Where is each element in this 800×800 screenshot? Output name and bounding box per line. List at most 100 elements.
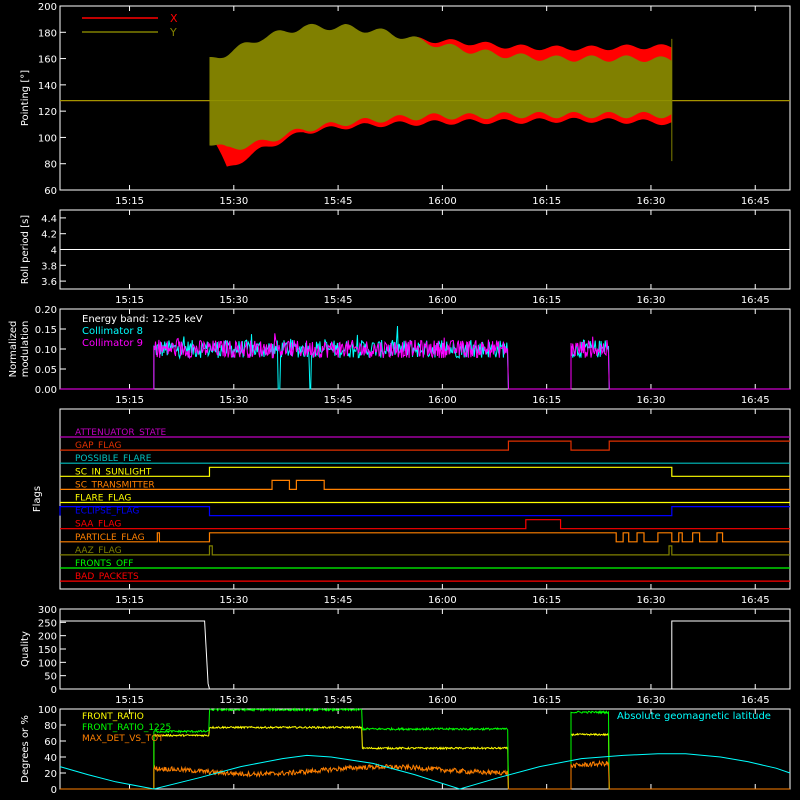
legend-energy-band: Energy band: 12-25 keV <box>82 314 203 325</box>
flag-label-saa-flag: SAA_FLAG <box>75 520 121 530</box>
legend-max-det-vs-tot: MAX_DET_VS_TOT <box>82 734 164 744</box>
flag-label-gap-flag: GAP_FLAG <box>75 441 121 451</box>
series-band-y <box>209 23 672 150</box>
flag-line-eclipse-flag <box>59 506 790 517</box>
y-tick-label: 3.6 <box>41 277 57 288</box>
y-axis-label: Degrees or % <box>20 715 31 783</box>
ratio-line-max-det-vs-tot <box>60 759 790 790</box>
x-tick-label: 15:15 <box>115 295 144 306</box>
y-tick-label: 4.4 <box>41 214 57 225</box>
x-tick-label: 15:45 <box>324 395 353 406</box>
flag-label-fronts-off: FRONTS_OFF <box>75 559 133 569</box>
y-tick-label: 100 <box>38 133 57 144</box>
x-tick-label: 16:45 <box>741 196 770 207</box>
flag-line-sc-in-sunlight <box>60 466 790 477</box>
legend-collimator-9: Collimator 9 <box>82 338 143 349</box>
plot-frame <box>59 708 791 790</box>
ratio-line-front-ratio <box>60 725 790 790</box>
x-tick-label: 15:30 <box>219 395 248 406</box>
legend-front-ratio-1225: FRONT_RATIO_1225 <box>82 723 171 733</box>
y-tick-label: 0.10 <box>35 345 57 356</box>
y-tick-label: 80 <box>44 721 57 732</box>
y-tick-label: 0 <box>51 685 57 696</box>
y-tick-label: 0.05 <box>35 365 57 376</box>
y-tick-label: 40 <box>44 753 57 764</box>
quality-line <box>60 620 790 690</box>
y-tick-label: 300 <box>38 605 57 616</box>
y-axis-label: Flags <box>32 486 43 512</box>
modulation-line-collimator-8 <box>60 325 790 390</box>
x-tick-label: 16:30 <box>637 595 666 606</box>
y-tick-label: 0.15 <box>35 325 57 336</box>
y-tick-label: 0.20 <box>35 305 57 316</box>
x-tick-label: 16:00 <box>428 595 457 606</box>
y-tick-label: 80 <box>44 160 57 171</box>
y-tick-label: 60 <box>44 186 57 197</box>
x-tick-label: 16:45 <box>741 695 770 706</box>
flag-label-eclipse-flag: ECLIPSE_FLAG <box>75 507 139 517</box>
x-tick-label: 16:30 <box>637 196 666 207</box>
x-tick-label: 15:30 <box>219 595 248 606</box>
y-axis-label: Quality <box>20 631 31 667</box>
y-tick-label: 100 <box>38 658 57 669</box>
x-tick-label: 15:15 <box>115 196 144 207</box>
flag-line-aaz-flag <box>60 545 790 556</box>
y-tick-label: 4 <box>51 246 57 257</box>
y-tick-label: 120 <box>38 107 57 118</box>
flag-label-sc-transmitter: SC_TRANSMITTER <box>75 480 155 490</box>
y-tick-label: 4.2 <box>41 230 57 241</box>
x-tick-label: 16:00 <box>428 196 457 207</box>
y-tick-label: 150 <box>38 645 57 656</box>
flag-label-bad-packets: BAD_PACKETS <box>75 572 139 582</box>
legend-collimator-8: Collimator 8 <box>82 326 143 337</box>
y-tick-label: 140 <box>38 81 57 92</box>
x-tick-label: 15:30 <box>219 196 248 207</box>
x-tick-label: 15:45 <box>324 295 353 306</box>
y-tick-label: 3.8 <box>41 261 57 272</box>
legend-label-y: Y <box>169 26 177 39</box>
y-tick-label: 180 <box>38 28 57 39</box>
flag-label-flare-flag: FLARE_FLAG <box>75 494 131 504</box>
x-tick-label: 16:30 <box>637 295 666 306</box>
x-tick-label: 16:15 <box>532 595 561 606</box>
x-tick-label: 16:00 <box>428 295 457 306</box>
x-tick-label: 16:00 <box>428 695 457 706</box>
x-tick-label: 16:15 <box>532 695 561 706</box>
legend-label-x: X <box>170 12 178 25</box>
x-tick-label: 15:15 <box>115 695 144 706</box>
x-tick-label: 15:45 <box>324 595 353 606</box>
y-tick-label: 20 <box>44 769 57 780</box>
geomagnetic-latitude-line <box>59 753 791 790</box>
x-tick-label: 15:15 <box>115 395 144 406</box>
y-axis-label: Roll period [s] <box>20 215 31 284</box>
x-tick-label: 16:15 <box>532 395 561 406</box>
flag-label-aaz-flag: AAZ_FLAG <box>75 546 122 556</box>
y-tick-label: 50 <box>44 672 57 683</box>
y-axis-label: modulation <box>20 321 31 378</box>
x-tick-label: 16:30 <box>637 395 666 406</box>
x-tick-label: 16:15 <box>532 295 561 306</box>
y-tick-label: 60 <box>44 737 57 748</box>
flag-label-particle-flag: PARTICLE_FLAG <box>75 533 145 543</box>
x-tick-label: 16:45 <box>741 595 770 606</box>
x-tick-label: 15:45 <box>324 196 353 207</box>
x-tick-label: 15:15 <box>115 595 144 606</box>
y-axis-label: Normalized <box>8 321 19 378</box>
flag-line-particle-flag <box>60 532 790 543</box>
y-tick-label: 250 <box>38 618 57 629</box>
flag-line-gap-flag <box>60 440 790 451</box>
legend-front-ratio: FRONT_RATIO <box>82 712 144 722</box>
x-tick-label: 15:45 <box>324 695 353 706</box>
y-tick-label: 200 <box>38 2 57 13</box>
legend-geomagnetic-latitude: Absolute geomagnetic latitude <box>617 711 771 722</box>
modulation-line-collimator-9 <box>60 333 790 390</box>
flag-label-sc-in-sunlight: SC_IN_SUNLIGHT <box>75 467 152 477</box>
plot-frame <box>59 5 791 191</box>
x-tick-label: 16:45 <box>741 295 770 306</box>
flag-line-sc-transmitter <box>60 479 790 490</box>
flag-label-possible-flare: POSSIBLE_FLARE <box>75 454 152 464</box>
y-tick-label: 160 <box>38 55 57 66</box>
x-tick-label: 15:30 <box>219 695 248 706</box>
y-tick-label: 100 <box>38 705 57 716</box>
